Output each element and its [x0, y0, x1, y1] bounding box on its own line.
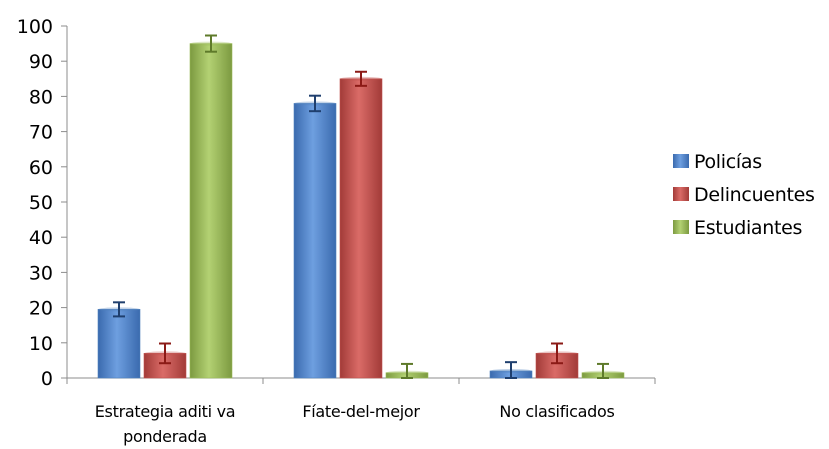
bar-estudiantes-1 [189, 43, 233, 379]
legend-item-delincuentes: Delincuentes [673, 184, 815, 206]
y-tick-label: 50 [29, 192, 53, 214]
legend-label-delincuentes: Delincuentes [694, 184, 815, 206]
legend-swatch-estudiantes [673, 220, 689, 234]
x-category-label: No clasificados [499, 402, 614, 421]
y-tick-label: 90 [29, 51, 53, 73]
y-tick-label: 10 [29, 333, 53, 355]
legend-item-policias: Policías [673, 151, 762, 173]
bars [97, 41, 625, 379]
legend-label-policias: Policías [694, 151, 762, 173]
legend-swatch-policias [673, 154, 689, 168]
bar-delincuentes-2 [339, 78, 383, 379]
y-tick-label: 40 [29, 227, 53, 249]
bar-policias-1 [97, 309, 141, 379]
y-tick-label: 100 [17, 16, 53, 38]
x-category-label: ponderada [123, 427, 207, 446]
y-tick-label: 0 [41, 368, 53, 390]
error-bars [113, 34, 609, 379]
legend: Policías Delincuentes Estudiantes [673, 151, 815, 239]
x-category-label: Fíate-del-mejor [302, 402, 420, 421]
bar-policias-2 [293, 103, 337, 379]
x-axis-ticks [66, 378, 656, 384]
x-category-label: Estrategia aditi va [95, 402, 236, 421]
y-tick-label: 70 [29, 122, 53, 144]
category-labels: Estrategia aditi va ponderada Fíate-del-me… [95, 402, 615, 446]
y-axis-ticks: 0 10 20 30 40 50 60 70 80 90 100 [17, 16, 67, 390]
legend-label-estudiantes: Estudiantes [694, 217, 802, 239]
y-tick-label: 30 [29, 262, 53, 284]
y-tick-label: 60 [29, 157, 53, 179]
legend-item-estudiantes: Estudiantes [673, 217, 802, 239]
legend-swatch-delincuentes [673, 187, 689, 201]
y-tick-label: 20 [29, 298, 53, 320]
y-tick-label: 80 [29, 86, 53, 108]
plot-area: 0 10 20 30 40 50 60 70 80 90 100 Estrategia aditi … [17, 16, 656, 446]
